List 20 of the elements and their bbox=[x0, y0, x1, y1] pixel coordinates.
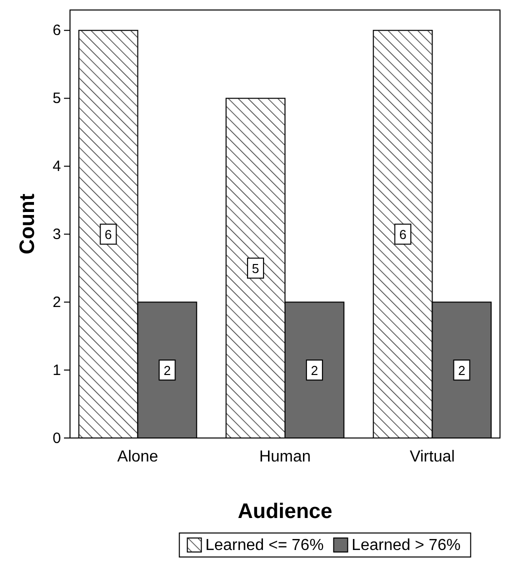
y-tick-label: 4 bbox=[52, 158, 61, 176]
y-axis-title: Count bbox=[16, 194, 39, 254]
y-tick-label: 3 bbox=[52, 226, 61, 243]
x-tick-label: Human bbox=[259, 448, 311, 466]
data-label: 2 bbox=[310, 363, 318, 378]
y-tick-label: 5 bbox=[52, 90, 61, 108]
y-tick-label: 6 bbox=[52, 22, 61, 40]
y-tick-label: 1 bbox=[52, 362, 61, 379]
data-label: 6 bbox=[399, 227, 406, 242]
x-axis-title: Audience bbox=[238, 500, 332, 523]
data-label: 6 bbox=[104, 227, 112, 242]
data-label: 2 bbox=[164, 363, 171, 378]
data-label: 5 bbox=[252, 261, 260, 276]
legend-label: Learned <= 76% bbox=[205, 537, 324, 554]
y-tick-label: 0 bbox=[52, 430, 61, 447]
data-label: 2 bbox=[458, 363, 466, 378]
y-tick-label: 2 bbox=[52, 294, 61, 311]
x-tick-label: Virtual bbox=[410, 448, 455, 466]
legend-label: Learned > 76% bbox=[352, 537, 461, 554]
x-tick-label: Alone bbox=[117, 448, 158, 466]
